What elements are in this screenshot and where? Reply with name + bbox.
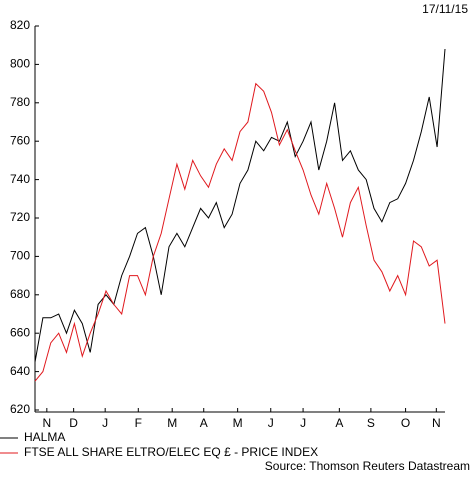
x-tick-label: N xyxy=(42,416,51,430)
x-tick-label: J xyxy=(102,416,108,430)
source: Source: Thomson Reuters Datastream xyxy=(265,459,470,473)
x-tick-label: N xyxy=(432,416,441,430)
series-line xyxy=(34,82,446,382)
y-tick-label: 720 xyxy=(10,210,30,224)
y-tick-label: 800 xyxy=(10,57,30,71)
x-tick-label: D xyxy=(69,416,78,430)
x-tick-label: J xyxy=(300,416,306,430)
y-tick-label: 760 xyxy=(10,133,30,147)
series-line xyxy=(34,48,446,363)
y-tick-label: 680 xyxy=(10,287,30,301)
y-tick-label: 700 xyxy=(10,249,30,263)
x-tick-label: A xyxy=(200,416,208,430)
x-tick-label: S xyxy=(367,416,375,430)
legend-label: HALMA xyxy=(24,430,65,444)
y-tick-label: 820 xyxy=(10,18,30,32)
x-tick-label: M xyxy=(167,416,177,430)
y-tick-label: 660 xyxy=(10,325,30,339)
y-tick-label: 620 xyxy=(10,402,30,416)
x-tick-label: O xyxy=(401,416,410,430)
legend-label: FTSE ALL SHARE ELTRO/ELEC EQ £ - PRICE I… xyxy=(24,445,318,459)
y-tick-label: 640 xyxy=(10,364,30,378)
x-tick-label: F xyxy=(135,416,142,430)
x-tick-label: M xyxy=(233,416,243,430)
x-tick-label: J xyxy=(268,416,274,430)
x-tick-label: A xyxy=(335,416,343,430)
chart-date: 17/11/15 xyxy=(422,2,468,16)
y-tick-label: 780 xyxy=(10,95,30,109)
y-tick-label: 740 xyxy=(10,172,30,186)
